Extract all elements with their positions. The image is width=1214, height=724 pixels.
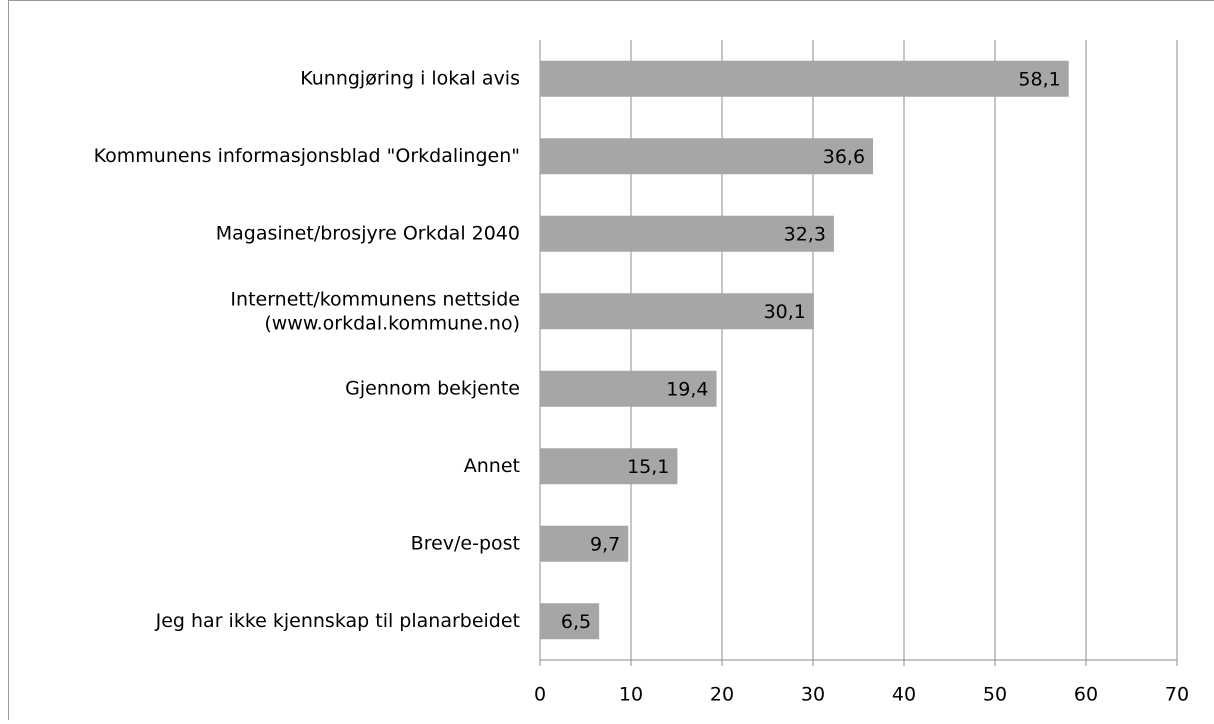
y-tick-label: Jeg har ikke kjennskap til planarbeidet	[155, 610, 520, 632]
x-tick-label: 60	[1074, 684, 1098, 706]
value-label: 9,7	[590, 533, 620, 555]
bar	[540, 61, 1069, 97]
value-label: 6,5	[561, 611, 591, 633]
x-tick-label: 50	[983, 684, 1007, 706]
x-tick-label: 70	[1165, 684, 1189, 706]
x-tick-label: 0	[534, 684, 546, 706]
y-tick-label: Brev/e-post	[411, 532, 520, 554]
value-label: 30,1	[764, 301, 806, 323]
value-label: 36,6	[823, 146, 865, 168]
x-tick-label: 30	[801, 684, 825, 706]
value-label: 19,4	[666, 378, 708, 400]
y-tick-label: Annet	[464, 455, 520, 477]
x-tick-label: 40	[892, 684, 916, 706]
y-tick-label: Gjennom bekjente	[345, 377, 520, 399]
y-tick-label: Internett/kommunens nettside(www.orkdal.…	[230, 288, 520, 334]
y-tick-label: Magasinet/brosjyre Orkdal 2040	[216, 222, 520, 244]
value-label: 58,1	[1018, 68, 1060, 90]
value-label: 32,3	[784, 223, 826, 245]
x-tick-label: 20	[710, 684, 734, 706]
x-tick-label: 10	[619, 684, 643, 706]
value-label: 15,1	[627, 456, 669, 478]
y-tick-label: Kunngjøring i lokal avis	[300, 67, 520, 89]
y-tick-label: Kommunens informasjonsblad "Orkdalingen"	[94, 145, 520, 167]
